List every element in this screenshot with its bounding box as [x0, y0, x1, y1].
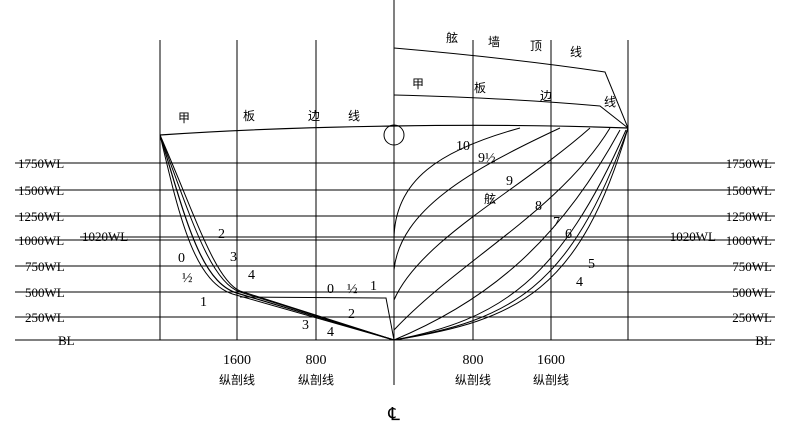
buttock-value: 800: [306, 353, 327, 368]
hull-lines: [159, 47, 629, 341]
wl-label: 500WL: [732, 285, 772, 300]
station-label: 2: [218, 227, 225, 242]
wl-label: 1000WL: [726, 233, 772, 248]
bulwark-label: 墙: [488, 35, 500, 49]
deck-label: 线: [604, 95, 616, 109]
wl-label: 1020WL: [670, 229, 716, 244]
buttock-label: 纵剖线: [298, 373, 334, 387]
deck-label: 甲: [412, 77, 424, 91]
buttock-label: 纵剖线: [533, 373, 569, 387]
wl-label: 1020WL: [82, 229, 128, 244]
wl-label: 1250WL: [18, 209, 64, 224]
buttock-value: 1600: [537, 353, 565, 368]
bulwark-label: 顶: [530, 39, 542, 53]
bulwark-label: 线: [570, 45, 582, 59]
wl-label: 750WL: [25, 259, 65, 274]
station-label: 7: [553, 215, 560, 230]
wl-label: 1500WL: [726, 183, 772, 198]
station-label: ½: [347, 282, 358, 297]
wl-label: 1500WL: [18, 183, 64, 198]
wl-label: BL: [755, 333, 772, 348]
station-label: 1: [200, 295, 207, 310]
station-label: 4: [327, 325, 334, 340]
station-label: 0: [327, 282, 334, 297]
bulwark-label: 舷: [446, 30, 458, 45]
wl-label: 250WL: [25, 310, 65, 325]
station-label: 3: [230, 250, 237, 265]
centerline-symbol: ℄: [387, 404, 400, 424]
annotation: 舷: [484, 191, 496, 206]
buttock-label: 纵剖线: [219, 373, 255, 387]
station-label: 2: [348, 307, 355, 322]
station-label: 5: [588, 257, 595, 272]
deck-label: 线: [348, 109, 360, 123]
wl-label: 1250WL: [726, 209, 772, 224]
wl-label: 500WL: [25, 285, 65, 300]
wl-label: 1750WL: [18, 156, 64, 171]
station-label: 9: [506, 174, 513, 189]
station-label: 3: [302, 318, 309, 333]
station-label: 1: [370, 279, 377, 294]
wl-label: 1750WL: [726, 156, 772, 171]
station-label: 6: [565, 227, 572, 242]
station-label: 8: [535, 199, 542, 214]
deck-label: 边: [308, 109, 320, 123]
labels: 1750WL 1500WL 1250WL 1000WL 1020WL 750WL…: [18, 30, 772, 424]
station-label: 4: [248, 268, 255, 283]
wl-label: 250WL: [732, 310, 772, 325]
buttock-value: 800: [463, 353, 484, 368]
deck-label: 甲: [178, 111, 190, 125]
grid: [15, 0, 775, 385]
station-label: 9½: [478, 151, 496, 166]
buttock-label: 纵剖线: [455, 373, 491, 387]
station-label: 0: [178, 251, 185, 266]
buttock-value: 1600: [223, 353, 251, 368]
wl-label: 1000WL: [18, 233, 64, 248]
wl-label: 750WL: [732, 259, 772, 274]
station-label: 10: [456, 139, 470, 154]
wl-label: BL: [58, 333, 75, 348]
deck-label: 板: [243, 109, 255, 123]
station-label: 4: [576, 275, 583, 290]
deck-label: 边: [540, 89, 552, 103]
station-label: ½: [182, 271, 193, 286]
deck-label: 板: [474, 81, 486, 95]
